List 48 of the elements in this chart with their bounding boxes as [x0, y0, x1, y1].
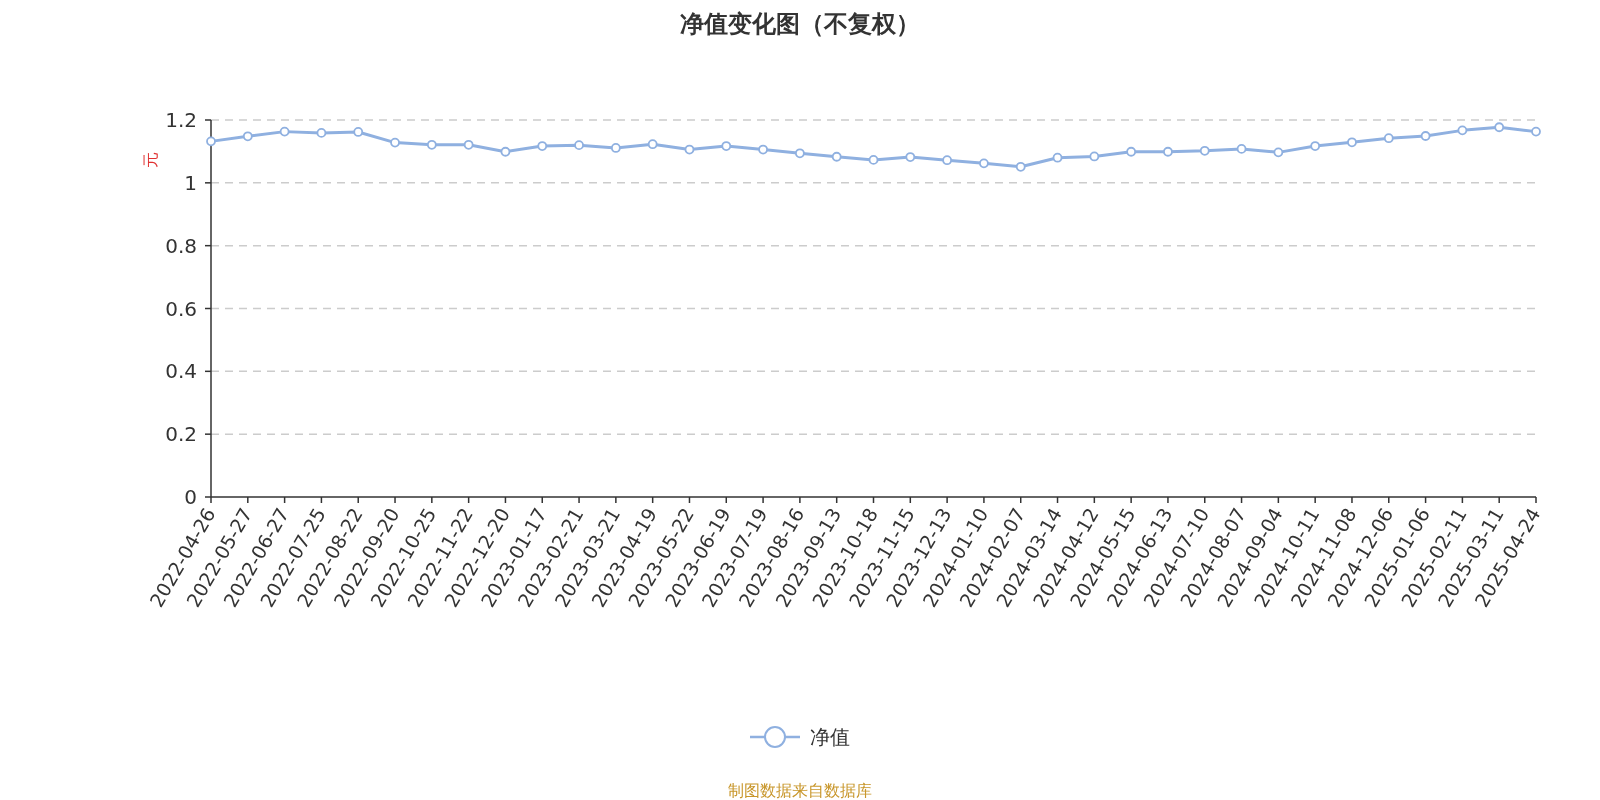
- y-tick-label: 1.2: [165, 108, 197, 132]
- point: [794, 148, 805, 159]
- point: [1347, 137, 1357, 148]
- point: [1052, 152, 1063, 163]
- point: [1494, 122, 1505, 133]
- point: [463, 139, 474, 150]
- point: [242, 131, 253, 142]
- point: [1310, 141, 1321, 151]
- point: [574, 140, 584, 151]
- point: [979, 158, 989, 169]
- point: [206, 136, 216, 147]
- text: 制图数据来自数据库: [728, 781, 872, 800]
- y-tick-label: 0.4: [165, 359, 197, 384]
- legend-label: 净值: [810, 725, 850, 749]
- point: [831, 151, 842, 162]
- point: [647, 139, 658, 150]
- y-tick-label: 0.8: [165, 233, 197, 258]
- point: [1420, 131, 1431, 141]
- point: [279, 126, 290, 137]
- point: [1383, 133, 1394, 144]
- y-tick-label: 1: [184, 170, 197, 195]
- y-tick-label: 0.6: [165, 296, 197, 321]
- point: [1531, 126, 1541, 137]
- point: [537, 141, 548, 151]
- y-tick-label: 0: [184, 485, 197, 509]
- point: [610, 143, 621, 153]
- point: [1015, 161, 1026, 172]
- point: [721, 141, 732, 151]
- point: [426, 139, 437, 150]
- point: [500, 146, 511, 157]
- y-tick-label: 0.2: [165, 422, 197, 447]
- point: [390, 137, 400, 148]
- point: [1236, 144, 1247, 154]
- point: [1457, 125, 1468, 136]
- point: [1273, 147, 1284, 158]
- point: [942, 155, 953, 166]
- point: [905, 152, 916, 162]
- y-axis-title: 元: [141, 152, 160, 168]
- point: [868, 155, 879, 165]
- point: [684, 144, 695, 155]
- point: [353, 127, 364, 137]
- point: [316, 127, 327, 138]
- point: [1089, 151, 1100, 162]
- point: [758, 144, 768, 155]
- point: [1126, 146, 1137, 157]
- chart-title: 净值变化图（不复权）: [680, 10, 920, 38]
- point: [1199, 145, 1210, 156]
- point: [1163, 146, 1173, 157]
